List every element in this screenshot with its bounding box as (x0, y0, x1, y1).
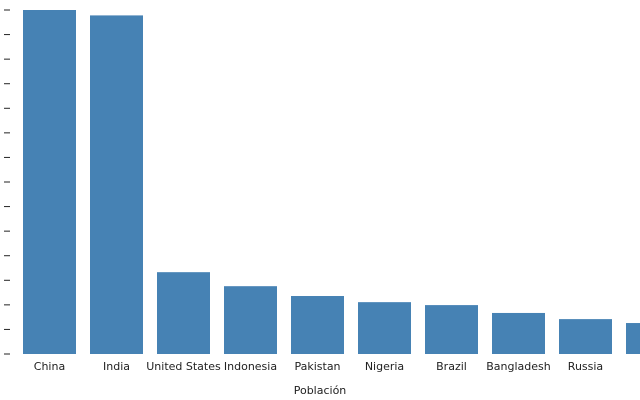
x-axis-label: Población (294, 384, 347, 397)
x-tick-label: Russia (568, 360, 603, 373)
x-tick-label: India (103, 360, 130, 373)
x-tick-label: Brazil (436, 360, 467, 373)
bar (291, 296, 344, 354)
bar (90, 15, 143, 355)
bar (23, 10, 76, 354)
x-tick-label: China (34, 360, 65, 373)
bar (224, 286, 277, 354)
bar (626, 323, 640, 354)
bar (492, 312, 545, 354)
x-tick-label: Pakistan (294, 360, 340, 373)
bar (425, 305, 478, 354)
bar (358, 302, 411, 354)
x-tick-label: Indonesia (224, 360, 277, 373)
bar (559, 319, 612, 354)
bar (157, 272, 210, 354)
x-tick-label: United States (146, 360, 221, 373)
x-tick-label: Bangladesh (486, 360, 551, 373)
x-tick-label: Nigeria (365, 360, 404, 373)
